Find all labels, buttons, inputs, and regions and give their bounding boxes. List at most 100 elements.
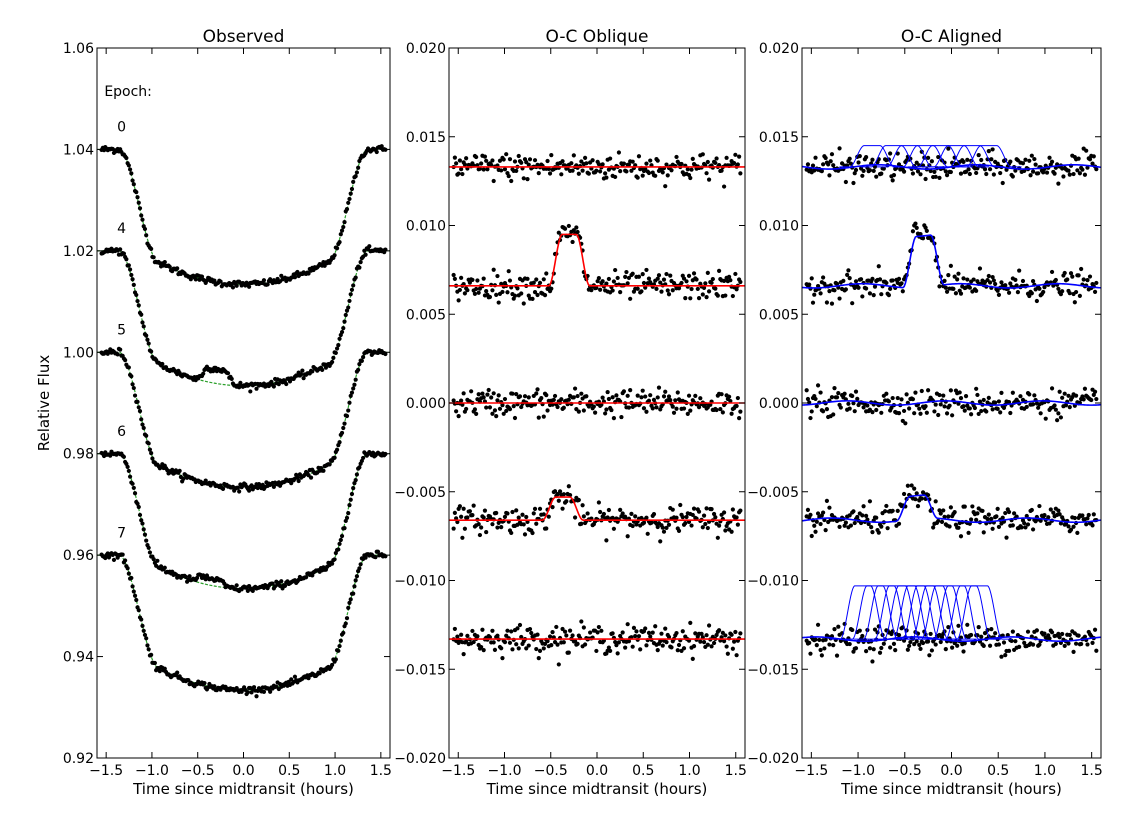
data-point	[1092, 627, 1098, 632]
data-point	[1077, 293, 1082, 298]
data-point	[1030, 402, 1036, 407]
data-point	[639, 395, 644, 400]
data-point	[135, 298, 140, 304]
data-point	[958, 171, 964, 176]
data-point	[884, 503, 889, 509]
data-point	[828, 159, 833, 164]
data-point	[905, 647, 910, 652]
data-point	[807, 400, 812, 405]
data-point	[1071, 524, 1076, 529]
data-point	[337, 440, 342, 445]
data-point	[972, 405, 978, 411]
data-point	[979, 408, 984, 414]
data-point	[1010, 174, 1015, 179]
data-point	[1047, 155, 1052, 160]
data-point	[126, 468, 131, 474]
data-point	[270, 581, 275, 586]
data-point	[330, 359, 335, 365]
data-point	[821, 162, 826, 167]
data-point	[344, 616, 350, 621]
data-point	[354, 574, 360, 579]
data-point	[694, 277, 699, 282]
data-point	[864, 155, 869, 160]
data-point	[537, 280, 543, 285]
data-point	[823, 528, 828, 533]
data-point	[847, 276, 852, 281]
data-point	[1067, 291, 1072, 296]
data-point	[1061, 174, 1066, 179]
data-point	[327, 462, 332, 467]
data-point	[938, 639, 943, 645]
data-point	[525, 276, 530, 281]
data-point	[895, 508, 900, 514]
data-point	[354, 170, 360, 175]
x-tick-label: 1.5	[1081, 763, 1103, 779]
data-point	[504, 152, 509, 157]
data-point	[1094, 648, 1099, 653]
data-point	[361, 455, 366, 461]
data-point	[850, 627, 855, 633]
data-point	[601, 511, 606, 517]
data-point	[633, 633, 638, 639]
data-point	[635, 175, 640, 180]
data-point	[1043, 416, 1048, 421]
data-point	[678, 502, 683, 508]
data-point	[541, 277, 546, 282]
data-point	[658, 280, 663, 285]
data-point	[995, 506, 1000, 511]
data-point	[1080, 513, 1085, 518]
data-point	[451, 272, 456, 278]
data-point	[737, 154, 742, 159]
data-point	[1060, 631, 1065, 637]
data-point	[948, 505, 953, 510]
data-point	[738, 631, 743, 636]
data-point	[131, 485, 136, 491]
data-point	[625, 393, 630, 398]
x-tick-label: −1.0	[488, 763, 522, 779]
data-point	[1048, 507, 1053, 512]
data-point	[895, 395, 900, 401]
data-point	[639, 289, 644, 294]
data-point	[584, 161, 589, 166]
data-point	[155, 558, 160, 563]
data-point	[981, 397, 986, 403]
data-point	[936, 154, 941, 160]
x-tick-label: 0.5	[278, 763, 300, 779]
data-point	[1062, 391, 1067, 396]
data-point	[890, 508, 895, 513]
data-point	[962, 504, 967, 509]
data-point	[663, 389, 668, 394]
data-point	[339, 533, 345, 539]
data-point	[353, 477, 358, 483]
data-point	[261, 689, 267, 694]
data-point	[507, 407, 513, 412]
data-point	[709, 507, 714, 512]
data-point	[1041, 170, 1046, 175]
data-point	[549, 643, 554, 648]
data-point	[693, 393, 698, 398]
x-axis-label: Time since midtransit (hours)	[132, 780, 354, 798]
data-point	[142, 226, 148, 232]
data-point	[383, 351, 388, 357]
data-point	[732, 160, 737, 166]
data-point	[852, 520, 857, 526]
data-point	[824, 498, 830, 503]
data-point	[484, 289, 489, 294]
data-point	[596, 275, 601, 281]
data-point	[939, 519, 945, 524]
data-point	[993, 400, 998, 405]
data-point	[948, 388, 953, 393]
data-point	[864, 513, 869, 519]
data-point	[986, 512, 991, 517]
data-point	[936, 518, 941, 524]
data-point	[821, 510, 826, 515]
data-point	[1042, 631, 1047, 636]
data-point	[539, 396, 544, 401]
data-point	[570, 239, 575, 245]
data-point	[962, 641, 967, 646]
data-point	[1052, 171, 1057, 176]
data-point	[470, 513, 475, 518]
data-point	[723, 633, 728, 638]
data-point	[966, 530, 971, 535]
data-point	[659, 289, 664, 294]
